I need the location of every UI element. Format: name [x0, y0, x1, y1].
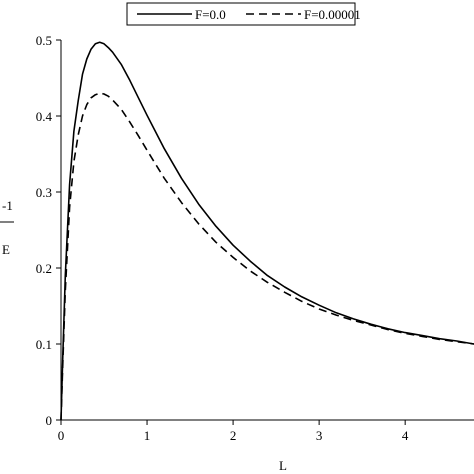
- legend-label-1: F=0.00001: [304, 7, 361, 22]
- x-tick-label: 0: [58, 428, 65, 443]
- y-tick-label: 0.4: [36, 109, 53, 124]
- y-tick-label: 0: [46, 413, 53, 428]
- y-tick-label: 0.2: [36, 261, 52, 276]
- x-tick-label: 2: [230, 428, 237, 443]
- x-axis-label: L: [279, 458, 287, 473]
- series-line-0: [60, 41, 474, 421]
- ticks: 0 1 2 3 4 0 0.1 0.2 0.3 0.4 0.5: [36, 33, 409, 443]
- y-tick-label: 0.1: [36, 337, 52, 352]
- y-tick-label: 0.5: [36, 33, 52, 48]
- x-tick-label: 4: [402, 428, 409, 443]
- y-tick-label: 0.3: [36, 185, 52, 200]
- series-line-1: [60, 92, 474, 421]
- x-tick-label: 1: [144, 428, 151, 443]
- legend: F=0.0 F=0.00001: [126, 2, 361, 26]
- y-axis-label: -1 E: [0, 198, 14, 257]
- y-label-fragment-bottom: E: [2, 242, 10, 257]
- x-tick-label: 3: [316, 428, 323, 443]
- legend-label-0: F=0.0: [195, 7, 226, 22]
- series: [60, 41, 474, 421]
- y-label-fragment-top: -1: [2, 198, 13, 213]
- legend-box: [126, 2, 356, 26]
